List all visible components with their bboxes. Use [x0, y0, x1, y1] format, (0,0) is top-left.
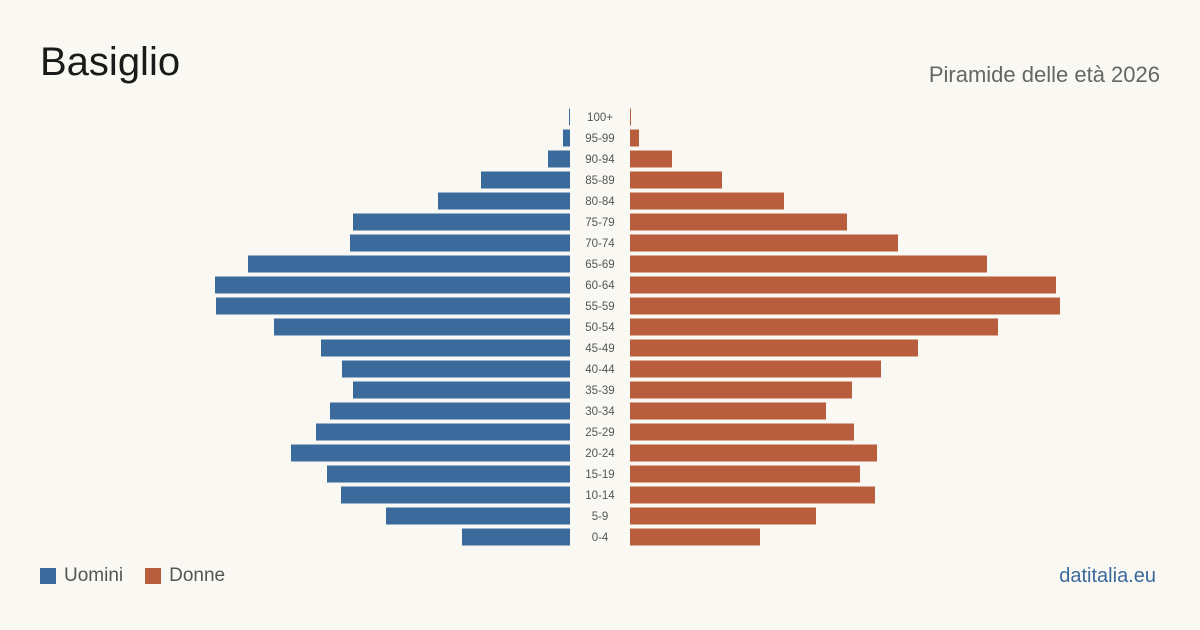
age-label-50-54: 50-54 [585, 322, 615, 334]
legend-label-men: Uomini [64, 565, 124, 586]
bar-women-20-24 [630, 444, 877, 462]
bar-men-0-4 [462, 528, 570, 546]
bar-men-70-74 [350, 234, 570, 252]
legend: Uomini Donne [40, 565, 225, 587]
bar-women-45-49 [630, 339, 918, 357]
bar-men-90-94 [548, 150, 570, 168]
bar-women-90-94 [630, 150, 672, 168]
source-link[interactable]: datitalia.eu [1059, 565, 1156, 587]
bar-men-60-64 [215, 276, 570, 294]
bar-women-75-79 [630, 213, 847, 231]
legend-swatch-women [145, 568, 162, 584]
chart-title: Basiglio [40, 40, 181, 84]
age-label-90-94: 90-94 [585, 154, 615, 166]
bar-women-85-89 [630, 171, 722, 189]
bar-women-15-19 [630, 465, 860, 483]
legend-item-women: Donne [145, 565, 225, 587]
age-label-70-74: 70-74 [585, 238, 615, 250]
bar-men-5-9 [386, 507, 570, 525]
bar-men-50-54 [274, 318, 570, 336]
chart-subtitle: Piramide delle età 2026 [928, 62, 1160, 87]
age-label-40-44: 40-44 [585, 364, 615, 376]
bar-men-55-59 [216, 297, 570, 315]
bar-men-45-49 [321, 339, 570, 357]
bar-men-85-89 [481, 171, 570, 189]
age-label-10-14: 10-14 [585, 490, 615, 502]
bar-men-75-79 [353, 213, 570, 231]
bar-women-40-44 [630, 360, 881, 378]
age-label-5-9: 5-9 [592, 511, 609, 523]
age-labels: 0-4 5-9 10-14 15-19 20-24 25-29 30-34 35-39 40-4… [585, 112, 615, 544]
bar-women-80-84 [630, 192, 784, 210]
age-label-60-64: 60-64 [585, 280, 615, 292]
men-bars [215, 108, 570, 546]
bar-women-95-99 [630, 129, 639, 147]
bar-women-100plus [630, 108, 631, 126]
bar-women-35-39 [630, 381, 852, 399]
population-pyramid-chart: 0-4 5-9 10-14 15-19 20-24 25-29 30-34 35-39 40-4… [215, 108, 1060, 546]
bar-women-10-14 [630, 486, 875, 504]
age-label-35-39: 35-39 [585, 385, 614, 397]
age-label-45-49: 45-49 [585, 343, 614, 355]
bar-men-65-69 [248, 255, 570, 273]
age-label-65-69: 65-69 [585, 259, 614, 271]
age-label-80-84: 80-84 [585, 196, 615, 208]
bar-men-40-44 [342, 360, 570, 378]
bar-men-10-14 [341, 486, 570, 504]
age-label-55-59: 55-59 [585, 301, 614, 313]
bar-women-70-74 [630, 234, 898, 252]
age-label-85-89: 85-89 [585, 175, 614, 187]
age-label-30-34: 30-34 [585, 406, 615, 418]
age-label-100plus: 100+ [587, 112, 613, 124]
bar-men-25-29 [316, 423, 570, 441]
age-label-20-24: 20-24 [585, 448, 615, 460]
age-label-15-19: 15-19 [585, 469, 614, 481]
bar-men-80-84 [438, 192, 570, 210]
bar-women-60-64 [630, 276, 1056, 294]
bar-women-0-4 [630, 528, 760, 546]
bar-men-95-99 [563, 129, 570, 147]
legend-swatch-men [40, 568, 56, 584]
bar-women-30-34 [630, 402, 826, 420]
women-bars [630, 108, 1060, 546]
bar-women-65-69 [630, 255, 987, 273]
legend-label-women: Donne [169, 565, 226, 586]
bar-women-55-59 [630, 297, 1060, 315]
bar-men-20-24 [291, 444, 570, 462]
age-label-25-29: 25-29 [585, 427, 614, 439]
age-label-75-79: 75-79 [585, 217, 614, 229]
bar-men-30-34 [330, 402, 570, 420]
bar-women-25-29 [630, 423, 854, 441]
bar-men-15-19 [327, 465, 570, 483]
age-label-0-4: 0-4 [592, 532, 609, 544]
legend-item-men: Uomini [40, 565, 123, 587]
bar-men-35-39 [353, 381, 570, 399]
bar-women-5-9 [630, 507, 816, 525]
bar-men-100plus [569, 108, 570, 126]
age-label-95-99: 95-99 [585, 133, 614, 145]
bar-women-50-54 [630, 318, 998, 336]
